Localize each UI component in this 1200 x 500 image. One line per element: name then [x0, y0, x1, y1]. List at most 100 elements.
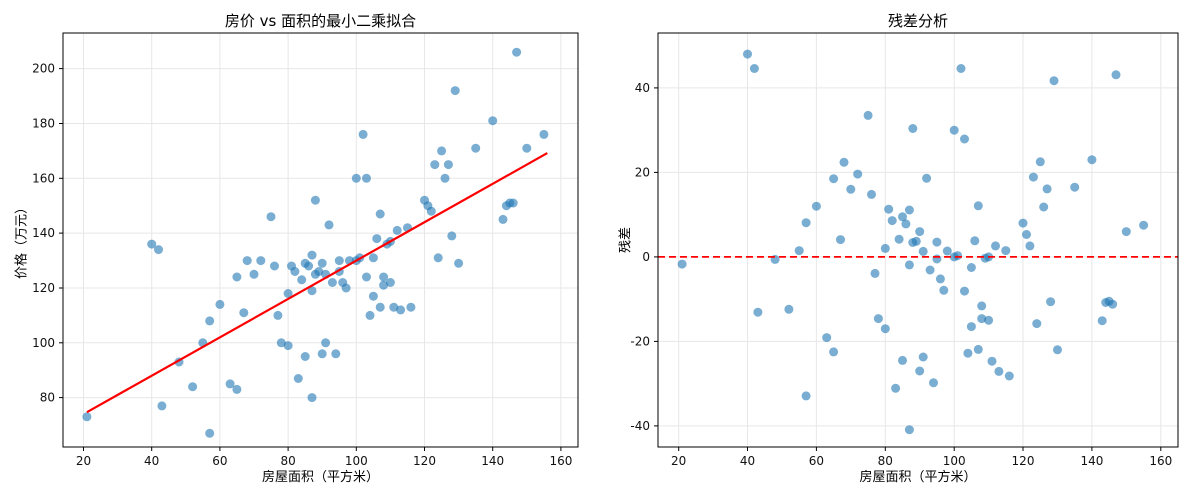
y-tick-label: 160	[32, 171, 55, 185]
data-point	[256, 256, 266, 266]
data-point	[406, 302, 416, 312]
data-point	[904, 425, 914, 435]
data-point	[942, 246, 952, 256]
x-tick-label: 100	[943, 454, 966, 468]
data-point	[188, 382, 198, 392]
data-point	[443, 160, 453, 170]
x-tick-label: 140	[1080, 454, 1103, 468]
data-point	[801, 218, 811, 228]
data-point	[973, 344, 983, 354]
data-point	[488, 116, 498, 126]
data-point	[966, 322, 976, 332]
data-point	[375, 209, 385, 219]
data-point	[358, 129, 368, 139]
x-axis-label: 房屋面积（平方米）	[261, 470, 379, 485]
data-point	[539, 129, 549, 139]
data-point	[977, 301, 987, 311]
y-tick-label: 80	[40, 391, 55, 405]
data-point	[1111, 70, 1121, 80]
data-point	[232, 272, 242, 282]
data-point	[379, 272, 389, 282]
data-point	[205, 428, 215, 438]
data-point	[522, 143, 532, 153]
data-point	[471, 143, 481, 153]
data-point	[365, 310, 375, 320]
chart-residuals: 20 40 60 80 100 120 140 160 -40 -20 0 20 40 残差分析 房屋面…	[600, 0, 1200, 500]
data-point	[266, 212, 276, 222]
data-point	[977, 314, 987, 324]
data-point	[901, 219, 911, 229]
data-point	[836, 235, 845, 245]
y-tick-label: 40	[635, 81, 650, 95]
data-point	[894, 234, 904, 244]
x-axis-label: 房屋面积（平方米）	[859, 470, 977, 485]
data-point	[949, 125, 959, 135]
data-point	[321, 338, 331, 348]
data-point	[904, 260, 914, 270]
plot-border	[62, 32, 579, 448]
data-point	[362, 173, 371, 183]
data-point	[991, 241, 1000, 251]
y-tick-label: 200	[32, 62, 55, 76]
data-point	[317, 258, 327, 268]
data-point	[973, 201, 983, 211]
data-point	[154, 245, 163, 255]
data-point	[512, 47, 522, 57]
data-point	[908, 124, 918, 133]
data-point	[324, 220, 334, 230]
data-point	[157, 401, 167, 411]
data-point	[307, 393, 317, 403]
data-point	[915, 227, 925, 237]
data-point	[884, 204, 894, 214]
data-point	[270, 261, 279, 271]
data-point	[784, 304, 794, 314]
y-tick-label: 120	[32, 281, 55, 295]
data-point	[829, 347, 839, 357]
data-point	[1025, 241, 1035, 251]
data-point	[293, 374, 303, 383]
data-point	[743, 49, 752, 59]
data-point	[232, 384, 242, 394]
data-point	[283, 289, 293, 298]
data-point	[273, 310, 283, 320]
data-point	[939, 285, 949, 295]
data-point	[898, 355, 907, 365]
data-point	[317, 349, 327, 359]
data-point	[1121, 227, 1131, 237]
data-point	[447, 231, 457, 241]
chart-title: 房价 vs 面积的最小二乘拟合	[224, 12, 417, 30]
data-point	[334, 256, 344, 266]
y-tick-label: 20	[635, 165, 650, 179]
x-tick-label: 60	[212, 454, 227, 468]
data-point	[215, 299, 225, 309]
x-tick-label: 40	[144, 454, 159, 468]
plot-border	[657, 32, 1179, 448]
data-point	[440, 173, 450, 183]
data-point	[829, 174, 839, 184]
data-point	[498, 214, 508, 224]
data-point	[970, 236, 980, 246]
data-point	[82, 412, 92, 422]
data-point	[925, 265, 935, 275]
data-point	[307, 286, 317, 296]
data-point	[749, 64, 759, 73]
x-tick-label: 120	[413, 454, 436, 468]
y-tick-label: -40	[630, 419, 650, 433]
data-point	[389, 302, 399, 312]
data-point	[918, 246, 928, 256]
data-point	[225, 379, 235, 389]
scatter-plot-residuals: 20 40 60 80 100 120 140 160 -40 -20 0 20 40	[630, 32, 1179, 468]
data-point	[811, 201, 821, 211]
data-point	[450, 86, 460, 96]
fit-line	[86, 152, 548, 414]
data-point	[932, 254, 942, 264]
data-point	[922, 173, 932, 183]
data-point	[307, 250, 317, 260]
data-point	[911, 236, 921, 246]
data-point	[508, 198, 518, 208]
data-point	[932, 237, 942, 247]
data-point	[327, 278, 337, 287]
data-point	[966, 263, 976, 272]
y-tick-label: 140	[32, 226, 55, 240]
